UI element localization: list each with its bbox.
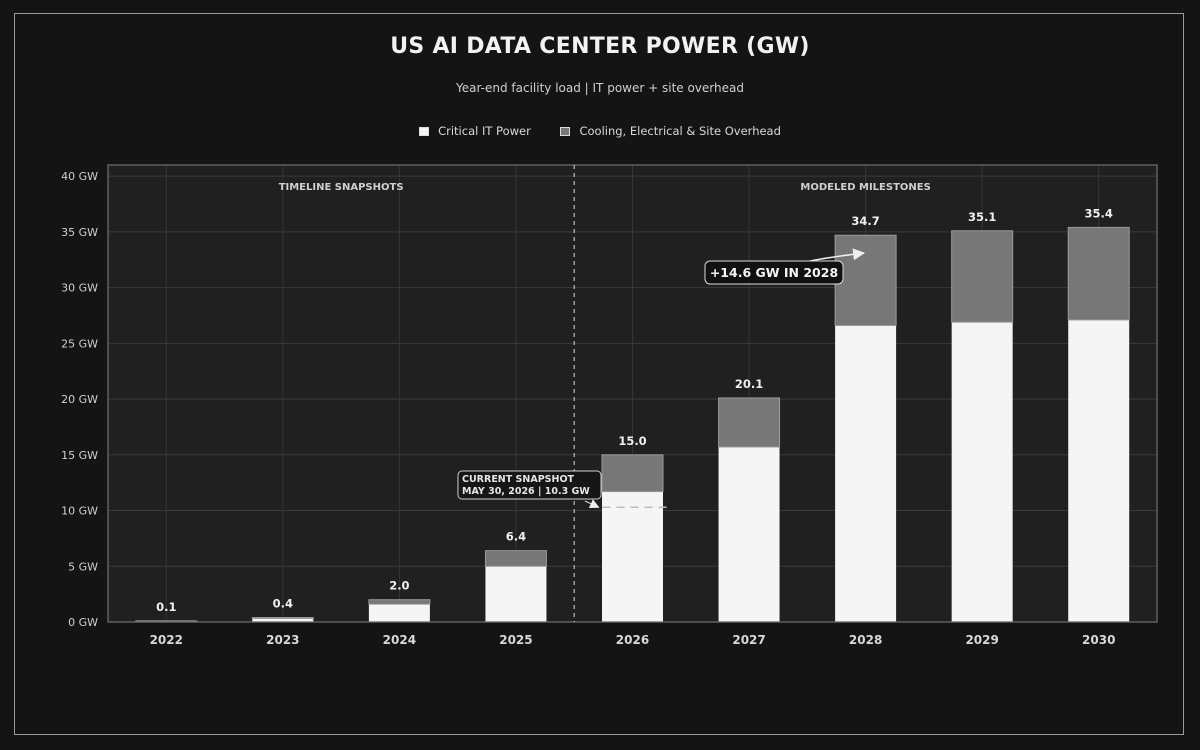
y-tick-label: 0 GW (68, 616, 98, 629)
plot-border (107, 164, 1158, 623)
data-label-2022: 0.1 (156, 600, 176, 614)
x-tick-label-2026: 2026 (616, 633, 649, 647)
bar-overhead-2027 (718, 397, 781, 448)
y-tick-label: 35 GW (61, 226, 98, 239)
section-label-left: TIMELINE SNAPSHOTS (279, 182, 404, 193)
y-tick-label: 15 GW (61, 449, 98, 462)
snapshot-arrow (584, 499, 600, 509)
chart-legend: Critical IT Power Cooling, Electrical & … (0, 124, 1200, 139)
legend-item-it: Critical IT Power (419, 124, 531, 138)
y-tick-label: 20 GW (61, 393, 98, 406)
x-tick-label-2028: 2028 (849, 633, 882, 647)
y-tick-label: 5 GW (68, 560, 98, 573)
x-tick-label-2029: 2029 (965, 633, 998, 647)
bar-it-2023 (252, 618, 314, 622)
snapshot-callout-box (457, 470, 602, 500)
legend-item-overhead: Cooling, Electrical & Site Overhead (560, 124, 781, 138)
x-tick-label-2030: 2030 (1082, 633, 1115, 647)
y-tick-label: 30 GW (61, 282, 98, 295)
x-tick-label-2027: 2027 (732, 633, 765, 647)
legend-swatch-it (419, 126, 430, 136)
bar-it-2026 (602, 491, 663, 622)
data-label-2025: 6.4 (506, 530, 526, 544)
bar-it-2024 (368, 604, 430, 622)
bar-overhead-2026 (601, 454, 664, 493)
bar-it-2027 (718, 447, 780, 622)
x-tick-label-2022: 2022 (150, 633, 183, 647)
data-label-2028: 34.7 (851, 214, 879, 228)
chart-subtitle: Year-end facility load | IT power + site… (456, 81, 744, 95)
x-tick-label-2025: 2025 (499, 633, 532, 647)
chart-title: US AI DATA CENTER POWER (GW) (390, 34, 810, 59)
data-label-2029: 35.1 (968, 210, 996, 224)
bar-it-2028 (835, 325, 897, 622)
milestone-callout-box (704, 260, 844, 285)
bar-overhead-2030 (1067, 226, 1130, 321)
y-tick-label: 25 GW (61, 337, 98, 350)
data-label-2024: 2.0 (389, 579, 409, 593)
y-tick-label: 40 GW (61, 170, 98, 183)
bar-overhead-2022 (135, 620, 198, 622)
bar-it-2030 (1068, 319, 1130, 622)
bar-overhead-2023 (251, 617, 314, 619)
legend-label-it: Critical IT Power (438, 124, 531, 138)
data-label-2023: 0.4 (273, 597, 293, 611)
data-label-2030: 35.4 (1085, 206, 1113, 220)
y-tick-label: 10 GW (61, 505, 98, 518)
bar-overhead-2028 (834, 234, 897, 327)
legend-swatch-overhead (560, 126, 571, 136)
bar-it-2025 (485, 566, 547, 622)
section-label-right: MODELED MILESTONES (800, 182, 930, 193)
outer-frame (14, 13, 1184, 735)
bar-overhead-2024 (368, 599, 431, 605)
bar-overhead-2029 (951, 230, 1014, 323)
data-label-2027: 20.1 (735, 377, 763, 391)
bar-it-2029 (951, 322, 1013, 622)
milestone-callout-text: +14.6 GW IN 2028 (710, 265, 838, 280)
bar-overhead-2025 (484, 550, 547, 567)
legend-label-overhead: Cooling, Electrical & Site Overhead (579, 124, 781, 138)
snapshot-callout-line1: CURRENT SNAPSHOT (462, 474, 575, 485)
data-label-2026: 15.0 (618, 434, 646, 448)
milestone-arrow (809, 248, 866, 262)
x-tick-label-2023: 2023 (266, 633, 299, 647)
snapshot-callout-line2: MAY 30, 2026 | 10.3 GW (462, 486, 590, 497)
x-tick-label-2024: 2024 (383, 633, 416, 647)
